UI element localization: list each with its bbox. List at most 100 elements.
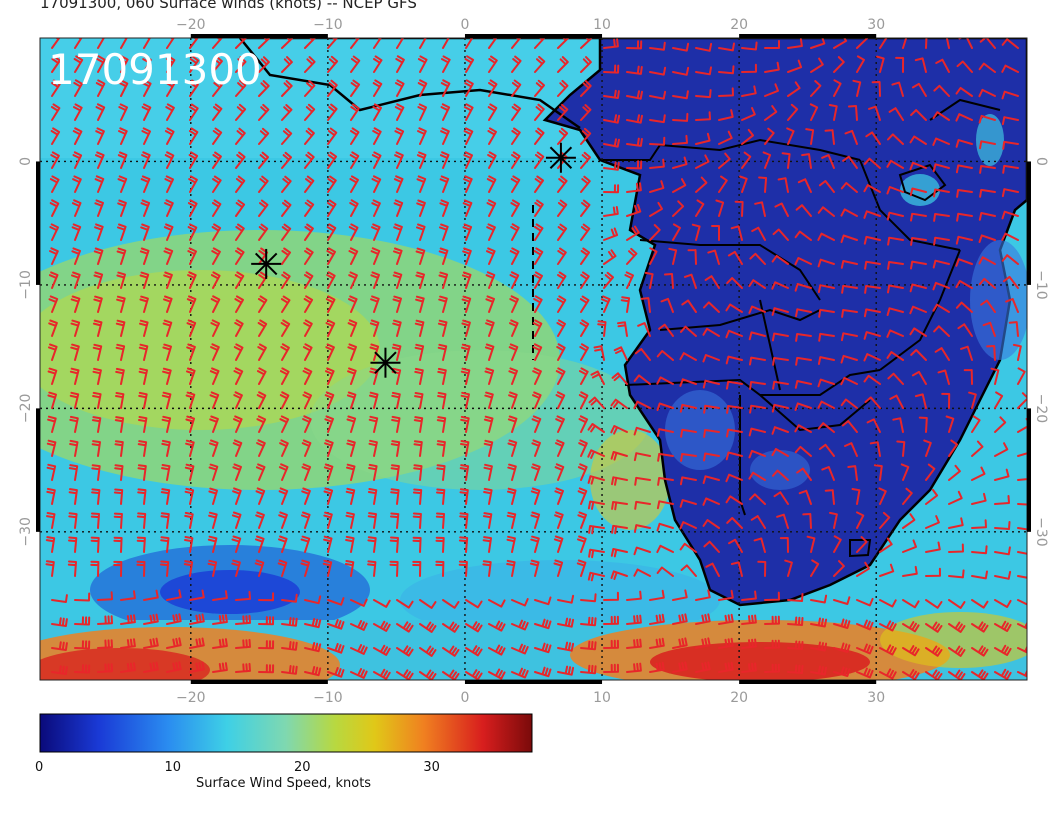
wind-barb [304,595,322,605]
wind-barb [718,637,734,649]
wind-barb [703,452,720,462]
wind-barb [367,512,377,529]
wind-barb [718,87,734,97]
wind-barb [437,367,447,385]
wind-barb [695,637,711,649]
wind-barb [163,223,174,241]
wind-barb [556,319,566,337]
wind-barb [327,667,345,678]
wind-barb [794,380,812,389]
asterisk-marker [545,142,576,173]
wind-barb [764,40,780,49]
wind-barb [779,537,789,553]
wind-barb [485,319,495,337]
wind-barb [726,277,743,289]
wind-barb [873,464,883,481]
wind-barb [46,463,57,481]
wind-barb [1001,254,1019,265]
wind-barb [603,64,620,74]
wind-barb [856,55,865,73]
wind-barb [971,621,989,633]
wind-barb [617,321,628,337]
wind-barb [137,440,148,457]
wind-barb [656,566,674,577]
wind-barb [97,591,113,601]
wind-barb [442,599,460,609]
wind-barb [164,199,174,217]
wind-barb [258,175,269,193]
wind-barb [1001,188,1019,198]
wind-barb [185,439,195,457]
wind-barb [649,637,665,649]
wind-barb [115,343,126,361]
wind-barb [610,451,628,461]
wind-barb [739,175,748,193]
wind-barb [463,175,473,193]
wind-barb [948,569,965,579]
wind-barb [664,273,674,289]
wind-barb [185,415,195,433]
wind-barb [925,669,943,680]
colorbar-title: Surface Wind Speed, knots [196,776,372,791]
wind-barb [718,42,735,52]
wind-barb [140,223,150,241]
wind-barb [925,38,928,49]
wind-barb [442,38,450,49]
wind-barb [256,439,266,457]
wind-barb [833,642,851,653]
wind-barb [758,176,768,193]
wind-barb [933,213,950,222]
wind-barb [787,640,804,650]
wind-barb [715,199,725,217]
wind-barb [580,223,591,241]
wind-barb [754,201,766,217]
wind-barb [441,55,451,73]
wind-barb [971,415,981,433]
wind-barb [994,668,1012,680]
wind-barb [611,476,628,486]
wind-barb [349,199,359,217]
wind-barb [726,428,743,438]
wind-barb [440,127,450,145]
wind-barb [324,391,335,409]
wind-barb [163,271,173,289]
wind-barb [557,271,567,289]
wind-barb [844,442,858,457]
colorbar-tick-label: 20 [293,760,311,775]
wind-barb [258,199,269,217]
wind-barb [113,488,124,505]
wind-barb [672,156,688,169]
wind-barb [212,103,223,121]
wind-barb [902,487,913,505]
wind-barb [417,103,427,121]
left-axis-segment [36,408,40,532]
wind-barb [902,645,920,657]
wind-barb [280,319,291,337]
wind-barb [71,247,81,265]
wind-barb [70,343,80,361]
wind-barb [817,400,835,409]
wind-barb [435,560,445,577]
wind-barb [963,369,973,385]
wind-barb [971,466,986,481]
wind-barb [511,151,521,169]
wind-barb [161,439,171,457]
wind-barb [459,488,469,505]
wind-barb [511,598,529,607]
wind-barb [578,415,589,433]
wind-barb [810,617,828,628]
wind-barb [349,175,359,193]
wind-barb [863,235,881,245]
wind-barb [532,343,543,361]
wind-barb [805,128,815,145]
wind-barb [47,367,58,385]
wind-barb [817,356,835,365]
wind-barb [509,319,519,337]
wind-barb [795,308,812,318]
wind-barb [369,319,380,337]
wind-barb [346,391,357,409]
wind-barb [1001,116,1019,126]
wind-barb [863,374,881,385]
wind-barb [833,535,842,553]
wind-barb [1017,392,1027,409]
